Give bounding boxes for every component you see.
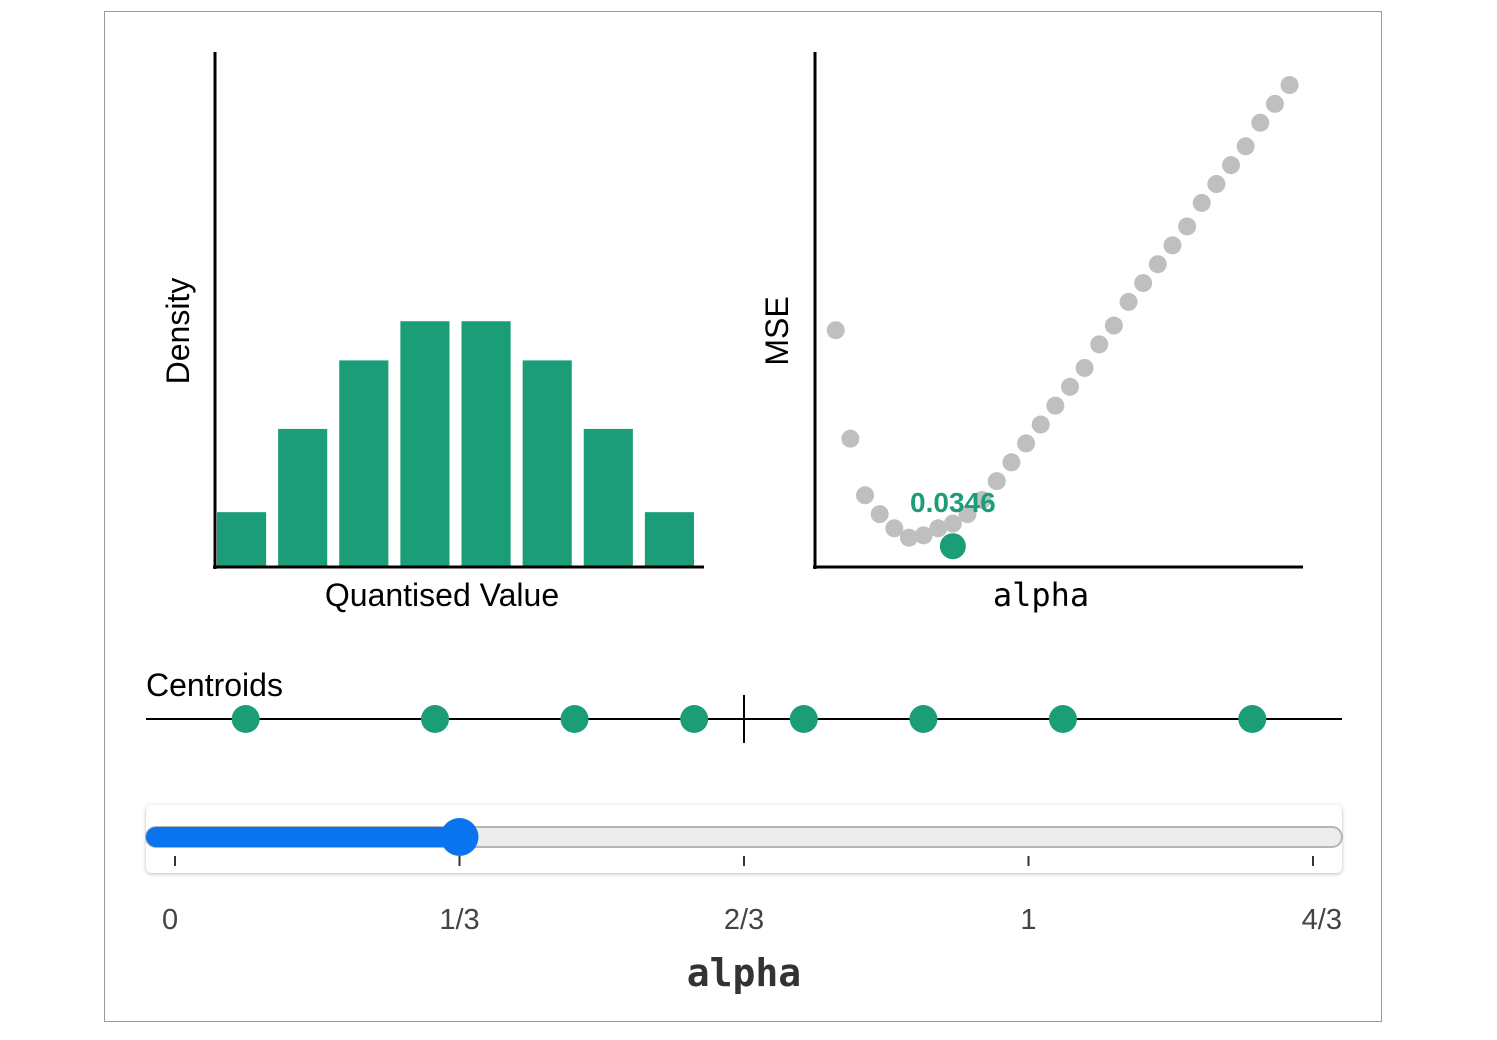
centroid-point [1238,705,1267,733]
centroid-point [1048,705,1077,733]
histogram-bar-5 [461,321,511,566]
mse-point [1031,415,1050,434]
centroids-panel: Centroids [146,667,1342,743]
mse-points [826,76,1299,547]
mse-point [885,519,904,538]
histogram-bar-8 [644,512,694,566]
mse-point [1104,316,1123,335]
slider-tick-label: 1 [1020,904,1036,936]
mse-point [1251,113,1270,132]
slider-tick-label: 2/3 [724,904,764,936]
histogram-y-label: Density [160,278,196,385]
mse-point [841,429,860,448]
mse-point [1119,292,1138,311]
mse-point [1280,76,1299,95]
histogram-bars [217,321,694,566]
slider-tick-label: 4/3 [1302,904,1342,936]
mse-point [958,505,977,524]
mse-point [1178,217,1197,236]
mse-point [899,528,918,547]
centroid-point [909,705,938,733]
mse-point [1192,193,1211,212]
mse-point [1046,396,1065,415]
mse-point [1207,175,1226,194]
mse-point [914,526,933,545]
mse-point [1265,94,1284,113]
mse-min-point [939,533,966,560]
slider-label: alpha [687,951,801,995]
mse-panel: alpha MSE 0.0346 [759,52,1303,614]
centroid-point [231,705,260,733]
centroid-point [560,705,589,733]
mse-point [1017,434,1036,453]
centroid-point [680,705,709,733]
histogram-panel: Quantised Value Density [160,52,704,613]
alpha-slider[interactable]: 0 1/3 2/3 1 4/3 alpha [145,805,1343,995]
mse-point [929,519,948,538]
slider-ticks [174,856,1314,866]
mse-point [1060,377,1079,396]
mse-point [943,514,962,533]
mse-y-label: MSE [759,296,795,365]
slider-tick-label: 1/3 [439,904,479,936]
centroid-points [231,705,1267,733]
slider-tick-labels: 0 1/3 2/3 1 4/3 [162,904,1342,936]
centroid-point [789,705,818,733]
mse-point [973,490,992,509]
histogram-bar-7 [583,428,633,566]
mse-point [987,472,1006,491]
centroids-title: Centroids [146,667,283,703]
mse-x-label: alpha [993,576,1089,614]
mse-point [1222,156,1241,175]
histogram-bar-3 [339,360,389,566]
mse-point [1075,358,1094,377]
mse-point [1163,236,1182,255]
histogram-bar-4 [400,321,450,566]
histogram-bar-6 [522,360,572,566]
mse-point [1148,255,1167,274]
histogram-bar-1 [217,512,267,566]
mse-point [826,321,845,340]
histogram-bar-2 [278,428,328,566]
centroid-point [421,705,450,733]
histogram-x-label: Quantised Value [325,577,559,613]
mse-point [856,486,875,505]
mse-point [870,505,889,524]
mse-point [1134,274,1153,293]
slider-fill [146,827,460,847]
mse-point [1236,137,1255,156]
slider-thumb[interactable] [440,818,479,856]
mse-min-label: 0.0346 [910,487,996,518]
slider-tick-label: 0 [162,904,178,936]
mse-point [1002,453,1021,472]
mse-point [1090,335,1109,354]
